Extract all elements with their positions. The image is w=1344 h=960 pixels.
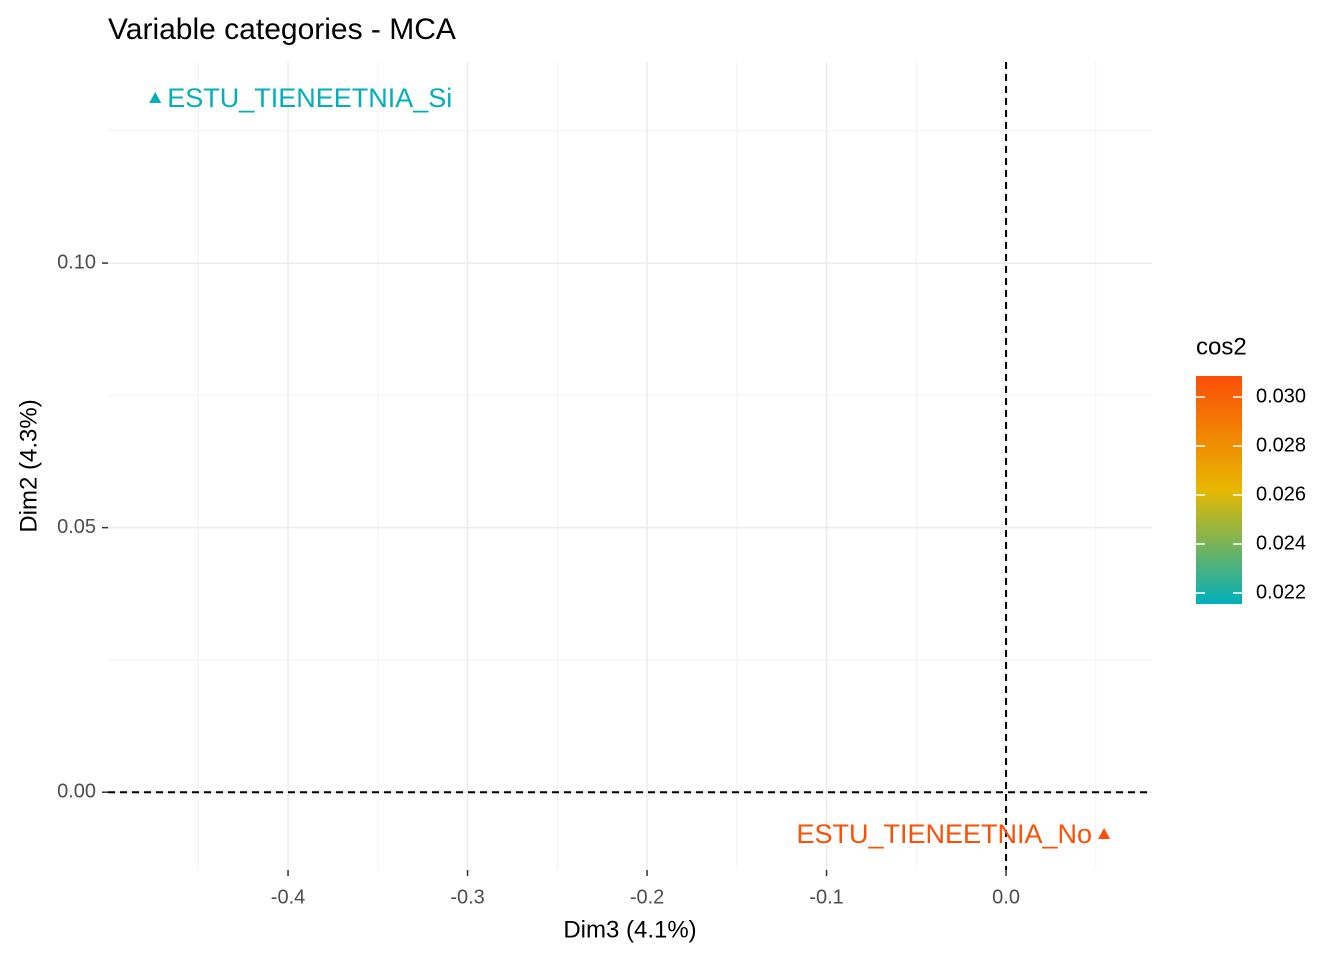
point — [1098, 828, 1111, 840]
point-label: ESTU_TIENEETNIA_No — [796, 819, 1092, 849]
point — [149, 91, 162, 103]
y-tick-label: 0.10 — [57, 251, 96, 273]
colorbar-label: 0.022 — [1256, 581, 1306, 603]
x-tick-label: -0.4 — [271, 886, 305, 908]
x-axis-label: Dim3 (4.1%) — [563, 916, 696, 943]
x-tick-label: 0.0 — [992, 886, 1020, 908]
x-tick-label: -0.1 — [809, 886, 843, 908]
legend-title: cos2 — [1196, 333, 1247, 360]
y-tick-label: 0.00 — [57, 780, 96, 802]
colorbar-label: 0.030 — [1256, 385, 1306, 407]
point-label: ESTU_TIENEETNIA_Si — [167, 83, 452, 113]
colorbar-label: 0.028 — [1256, 434, 1306, 456]
colorbar — [1196, 376, 1242, 604]
chart-title: Variable categories - MCA — [108, 13, 456, 46]
colorbar-label: 0.024 — [1256, 532, 1306, 554]
x-tick-label: -0.2 — [630, 886, 664, 908]
y-axis-label: Dim2 (4.3%) — [15, 399, 42, 532]
y-tick-label: 0.05 — [57, 516, 96, 538]
colorbar-label: 0.026 — [1256, 483, 1306, 505]
x-tick-label: -0.3 — [450, 886, 484, 908]
